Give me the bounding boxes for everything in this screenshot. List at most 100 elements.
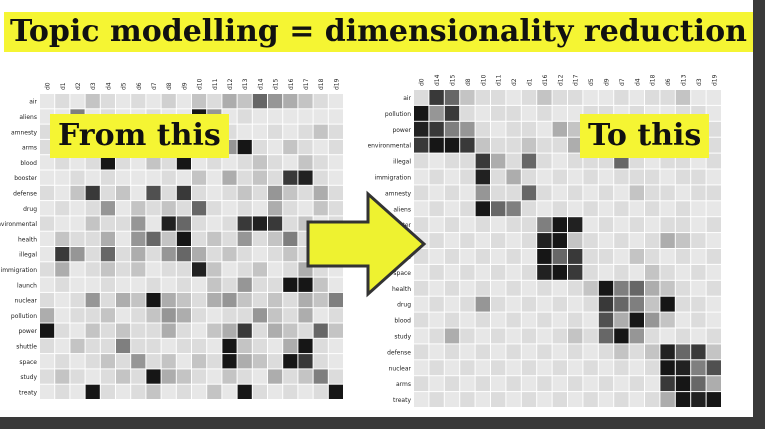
right-cell	[706, 217, 721, 233]
right-cell	[691, 233, 706, 248]
right-cell	[460, 233, 475, 248]
left-cell	[192, 338, 207, 354]
left-cell	[222, 369, 237, 384]
right-cell	[506, 153, 521, 169]
left-cell	[85, 231, 100, 246]
right-cell	[583, 328, 598, 344]
left-cell	[192, 354, 207, 369]
right-row-label: blood	[394, 318, 411, 325]
right-cell	[414, 121, 429, 137]
left-cell	[252, 170, 267, 185]
left-cell	[237, 124, 252, 139]
right-cell	[491, 376, 506, 392]
left-cell	[237, 354, 252, 369]
right-cell	[629, 249, 644, 264]
right-cell	[568, 185, 583, 201]
left-cell	[207, 155, 222, 170]
left-cell	[222, 185, 237, 201]
right-cell	[491, 392, 506, 407]
left-cell	[100, 354, 115, 369]
right-row-label: aliens	[393, 206, 411, 213]
left-cell	[85, 369, 100, 384]
right-cell	[444, 249, 460, 264]
left-cell	[268, 262, 283, 277]
left-cell	[55, 247, 70, 262]
left-cell	[283, 139, 298, 155]
left-cell	[100, 201, 115, 216]
left-cell	[313, 185, 328, 201]
right-cell	[521, 392, 537, 407]
right-cell	[444, 137, 460, 153]
left-cell	[313, 354, 328, 369]
left-cell	[85, 308, 100, 323]
right-cell	[537, 312, 552, 328]
right-cell	[614, 312, 629, 328]
right-cell	[568, 344, 583, 360]
right-cell	[537, 217, 552, 233]
left-cell	[268, 170, 283, 185]
left-cell	[100, 308, 115, 323]
left-cell	[116, 277, 131, 292]
right-cell	[675, 233, 691, 248]
left-cell	[70, 354, 85, 369]
right-cell	[414, 344, 429, 360]
left-cell	[207, 262, 222, 277]
right-cell	[691, 312, 706, 328]
right-cell	[537, 296, 552, 312]
left-cell	[237, 384, 252, 399]
left-cell	[207, 354, 222, 369]
right-cell	[521, 344, 537, 360]
left-cell	[40, 277, 55, 292]
right-cell	[429, 169, 444, 185]
left-cell	[116, 185, 131, 201]
right-cell	[598, 233, 614, 248]
left-cell	[268, 384, 283, 399]
left-cell	[283, 277, 298, 292]
right-cell	[537, 344, 552, 360]
left-cell	[40, 354, 55, 369]
right-cell	[491, 169, 506, 185]
right-cell	[444, 312, 460, 328]
right-cell	[675, 185, 691, 201]
left-cell	[222, 384, 237, 399]
right-cell	[706, 280, 721, 296]
left-cell	[252, 94, 267, 109]
left-cell	[192, 247, 207, 262]
left-cell	[268, 354, 283, 369]
right-cell	[460, 185, 475, 201]
right-cell	[645, 296, 660, 312]
right-cell	[691, 201, 706, 217]
right-cell	[675, 392, 691, 407]
right-cell	[414, 328, 429, 344]
right-col-label: d15	[450, 74, 457, 86]
right-cell	[506, 312, 521, 328]
left-cell	[283, 369, 298, 384]
right-row-label: amnesty	[385, 190, 411, 197]
right-cell	[506, 201, 521, 217]
left-cell	[268, 292, 283, 308]
left-cell	[146, 216, 161, 231]
left-cell	[55, 170, 70, 185]
right-cell	[645, 185, 660, 201]
right-cell	[706, 312, 721, 328]
right-cell	[506, 360, 521, 376]
right-cell	[629, 328, 644, 344]
left-cell	[222, 338, 237, 354]
right-cell	[675, 360, 691, 376]
left-cell	[131, 262, 146, 277]
left-cell	[176, 338, 191, 354]
right-cell	[552, 90, 567, 105]
left-cell	[176, 155, 191, 170]
slide-title: Topic modelling = dimensionality reducti…	[4, 12, 753, 52]
right-cell	[521, 137, 537, 153]
right-cell	[537, 153, 552, 169]
right-cell	[614, 280, 629, 296]
left-cell	[237, 369, 252, 384]
left-cell	[176, 231, 191, 246]
left-cell	[161, 308, 176, 323]
left-cell	[146, 277, 161, 292]
right-cell	[521, 217, 537, 233]
left-cell	[283, 170, 298, 185]
left-cell	[55, 354, 70, 369]
right-cell	[444, 217, 460, 233]
